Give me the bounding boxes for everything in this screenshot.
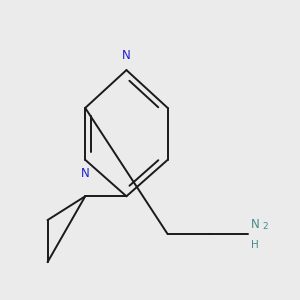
Text: N: N <box>251 218 260 231</box>
Text: 2: 2 <box>262 222 268 231</box>
Text: N: N <box>81 167 90 180</box>
Text: N: N <box>122 49 131 62</box>
Text: H: H <box>251 240 259 250</box>
